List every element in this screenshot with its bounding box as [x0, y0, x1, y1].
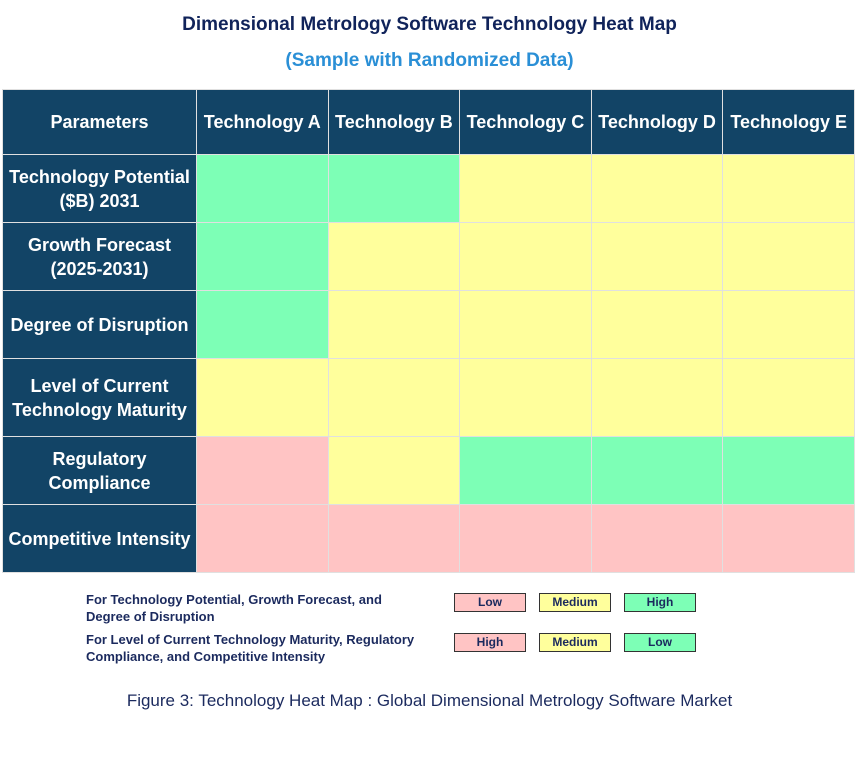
heatmap-cell — [722, 154, 855, 223]
heatmap-cell — [459, 358, 592, 437]
column-header: Technology B — [327, 89, 461, 155]
legend-text: For Level of Current Technology Maturity… — [86, 632, 415, 664]
heatmap-cell — [196, 358, 329, 437]
heatmap-cell — [590, 290, 724, 359]
heatmap-cell — [722, 504, 855, 573]
corner-header: Parameters — [2, 89, 197, 155]
heatmap-cell — [590, 358, 724, 437]
heatmap-cell — [722, 290, 855, 359]
heatmap-cell — [459, 290, 592, 359]
heatmap-cell — [590, 436, 724, 505]
figure-caption: Figure 3: Technology Heat Map : Global D… — [126, 691, 733, 710]
heatmap-cell — [722, 222, 855, 291]
column-header: Technology E — [722, 89, 855, 155]
heatmap-cell — [327, 358, 461, 437]
heatmap-cell — [459, 222, 592, 291]
column-header: Technology C — [459, 89, 592, 155]
heatmap-cell — [196, 222, 329, 291]
heatmap-cell — [196, 290, 329, 359]
legend-swatch: Low — [454, 593, 526, 612]
heatmap-table: Parameters Technology A Technology B Techno… — [2, 89, 855, 573]
row-header: Level of Current Technology Maturity — [2, 358, 197, 437]
legend-swatch: High — [624, 593, 696, 612]
legend-swatch: Low — [624, 633, 696, 652]
heatmap-cell — [590, 154, 724, 223]
row-header: Regulatory Compliance — [2, 436, 197, 505]
chart-subtitle: (Sample with Randomized Data) — [285, 50, 574, 71]
row-header: Growth Forecast (2025-2031) — [2, 222, 197, 291]
heatmap-cell — [196, 154, 329, 223]
chart-title: Dimensional Metrology Software Technolog… — [182, 14, 677, 35]
heatmap-cell — [459, 504, 592, 573]
row-header: Competitive Intensity — [2, 504, 197, 573]
row-header: Degree of Disruption — [2, 290, 197, 359]
heatmap-cell — [459, 154, 592, 223]
heatmap-cell — [590, 504, 724, 573]
legend-swatch: Medium — [539, 633, 611, 652]
legend-text: For Technology Potential, Growth Forecas… — [86, 592, 382, 624]
row-header: Technology Potential ($B) 2031 — [2, 154, 197, 223]
heatmap-cell — [327, 436, 461, 505]
heatmap-cell — [459, 436, 592, 505]
column-header: Technology A — [196, 89, 329, 155]
heatmap-cell — [327, 290, 461, 359]
heatmap-cell — [722, 358, 855, 437]
heatmap-cell — [327, 154, 461, 223]
heatmap-cell — [196, 436, 329, 505]
legend-swatch: Medium — [539, 593, 611, 612]
column-header: Technology D — [590, 89, 724, 155]
legend-swatch: High — [454, 633, 526, 652]
heatmap-cell — [327, 222, 461, 291]
heatmap-cell — [327, 504, 461, 573]
heatmap-cell — [590, 222, 724, 291]
heatmap-cell — [196, 504, 329, 573]
heatmap-cell — [722, 436, 855, 505]
